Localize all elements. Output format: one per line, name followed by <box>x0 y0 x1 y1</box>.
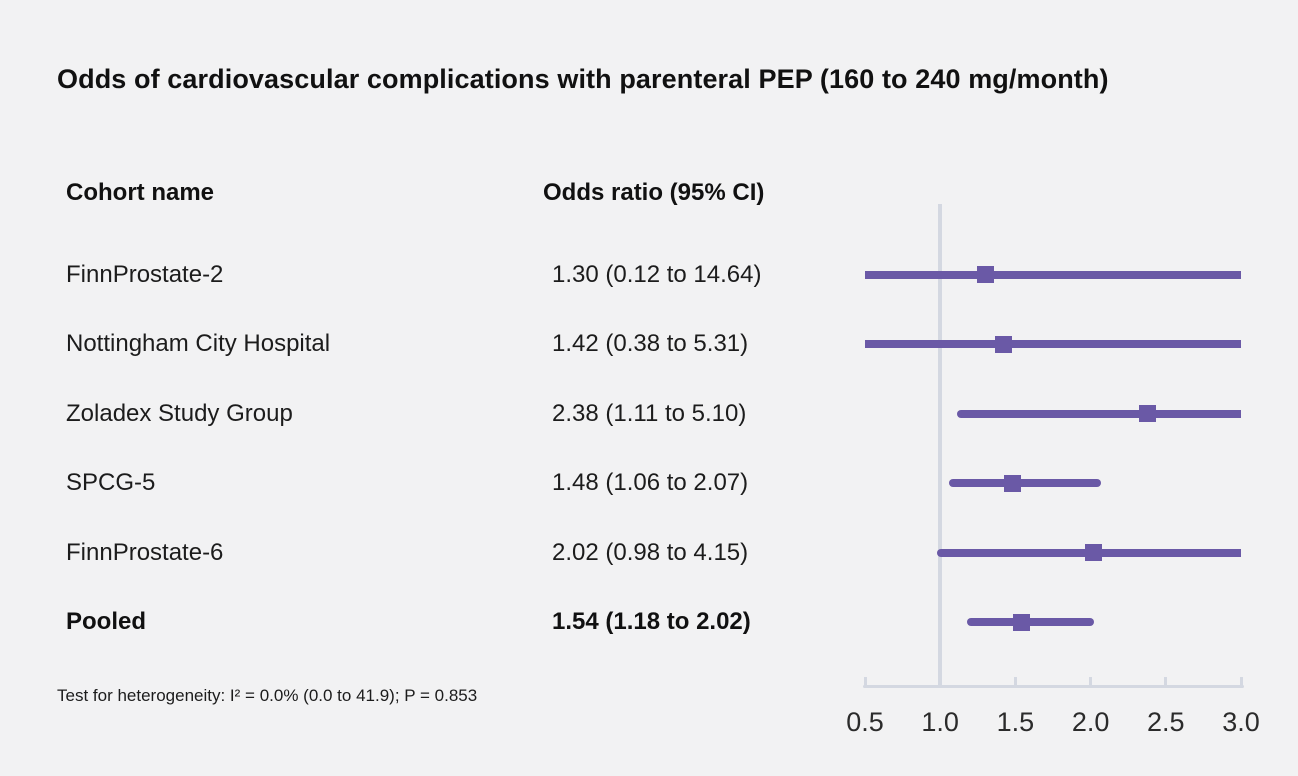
column-header-cohort-name: Cohort name <box>66 179 215 206</box>
column-header-odds-ratio: Odds ratio (95% CI) <box>543 179 765 206</box>
x-axis-line <box>863 685 1244 688</box>
odds-ratio-value-pooled: 1.54 (1.18 to 2.02) <box>552 608 751 635</box>
axis-tick-label: 1.0 <box>921 707 959 737</box>
heterogeneity-footnote: Test for heterogeneity: I² = 0.0% (0.0 t… <box>57 686 478 705</box>
or-marker <box>976 266 994 283</box>
or-marker <box>1085 544 1103 561</box>
cohort-name: SPCG-5 <box>66 469 156 496</box>
or-marker <box>1003 474 1021 492</box>
odds-ratio-value: 1.48 (1.06 to 2.07) <box>552 469 749 496</box>
axis-tick <box>863 677 867 688</box>
cohort-name-pooled: Pooled <box>66 608 147 635</box>
axis-tick-label: 0.5 <box>846 707 884 737</box>
axis-tick <box>1013 677 1017 688</box>
cohort-name: Zoladex Study Group <box>66 400 293 427</box>
axis-tick-label: 2.5 <box>1147 707 1185 737</box>
ci-line <box>865 340 1241 348</box>
ci-line <box>967 618 1094 626</box>
axis-tick-label: 3.0 <box>1222 707 1260 737</box>
cohort-name: FinnProstate-2 <box>66 261 224 288</box>
axis-tick-label: 2.0 <box>1071 707 1110 737</box>
reference-line <box>938 204 942 688</box>
or-marker <box>994 335 1012 353</box>
axis-tick-label: 1.5 <box>996 707 1035 737</box>
cohort-name: FinnProstate-6 <box>66 539 224 566</box>
ci-line <box>949 479 1102 487</box>
or-marker <box>1139 405 1157 422</box>
odds-ratio-value: 1.30 (0.12 to 14.64) <box>552 261 762 288</box>
axis-tick <box>938 677 942 688</box>
axis-tick <box>1239 677 1243 688</box>
odds-ratio-value: 2.38 (1.11 to 5.10) <box>552 400 747 427</box>
ci-line <box>956 409 1241 418</box>
or-marker-pooled <box>1012 613 1030 631</box>
ci-line <box>865 270 1241 279</box>
odds-ratio-value: 1.42 (0.38 to 5.31) <box>552 330 749 357</box>
axis-tick <box>1089 677 1093 688</box>
axis-tick <box>1164 677 1168 688</box>
page-title: Odds of cardiovascular complications wit… <box>57 64 1109 94</box>
cohort-name: Nottingham City Hospital <box>66 330 331 357</box>
odds-ratio-value: 2.02 (0.98 to 4.15) <box>552 539 749 566</box>
